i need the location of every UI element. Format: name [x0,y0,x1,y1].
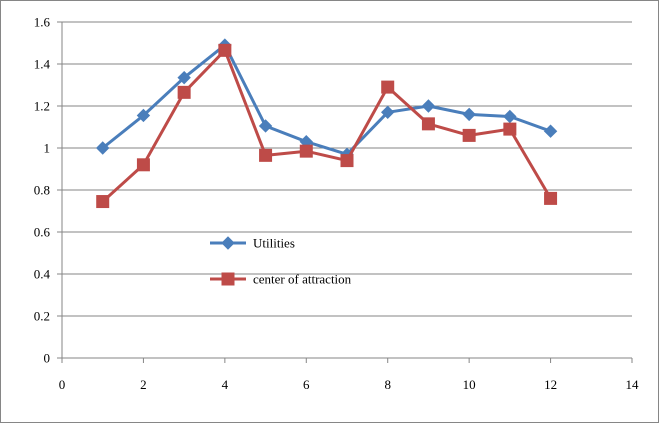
data-point-1-4 [259,148,273,162]
data-point-0-11 [543,124,558,138]
data-point-0-9 [462,107,476,122]
x-tick-label-0: 0 [59,377,66,392]
legend: Utilities center of attraction [210,236,352,287]
data-point-1-9 [462,128,476,142]
data-point-0-0 [96,141,110,155]
data-point-0-10 [503,109,517,124]
data-point-1-7 [381,80,395,94]
legend-label-1: center of attraction [253,272,352,287]
x-tick-label-5: 10 [463,377,476,392]
legend-item-0: Utilities [210,236,295,251]
data-point-1-3 [218,43,232,57]
data-point-0-7 [381,105,395,120]
data-point-0-2 [177,70,191,85]
data-point-0-1 [136,108,151,123]
series-line-1 [101,48,552,203]
y-tick-label-4: 0.8 [34,183,50,198]
x-tick-label-7: 14 [626,377,640,392]
y-tick-label-6: 1.2 [34,99,50,114]
data-point-1-10 [503,122,517,136]
series-0 [96,38,558,162]
legend-swatch-marker-0 [221,236,235,250]
data-point-1-6 [340,154,354,168]
data-point-1-0 [96,195,110,209]
data-point-0-4 [258,119,273,133]
legend-swatch-marker-1 [221,272,235,286]
axes [57,21,633,363]
y-tick-label-1: 0.2 [34,309,50,324]
series [96,38,558,209]
data-point-1-11 [544,191,558,205]
legend-item-1: center of attraction [210,272,352,287]
data-point-1-1 [136,158,150,172]
data-point-1-8 [421,117,435,131]
series-line-0 [101,43,552,156]
x-tick-label-1: 2 [140,377,147,392]
legend-label-0: Utilities [253,236,295,251]
y-tick-label-7: 1.4 [34,57,51,72]
y-tick-label-5: 1 [44,141,51,156]
series-1 [96,43,558,209]
y-tick-label-3: 0.6 [34,225,51,240]
x-axis-tick-labels: 0 2 4 6 8 10 12 14 [59,377,639,392]
y-tick-label-0: 0 [44,351,51,366]
x-tick-label-2: 4 [222,377,229,392]
x-tick-label-3: 6 [303,377,310,392]
y-tick-label-8: 1.6 [34,15,51,30]
data-point-1-5 [299,144,313,158]
y-tick-label-2: 0.4 [34,267,51,282]
x-tick-label-6: 12 [544,377,557,392]
y-axis-tick-labels: 0 0.2 0.4 0.6 0.8 1 1.2 1.4 1.6 [34,15,51,366]
data-point-0-8 [421,99,436,113]
data-point-1-2 [177,85,191,99]
x-tick-label-4: 8 [384,377,391,392]
